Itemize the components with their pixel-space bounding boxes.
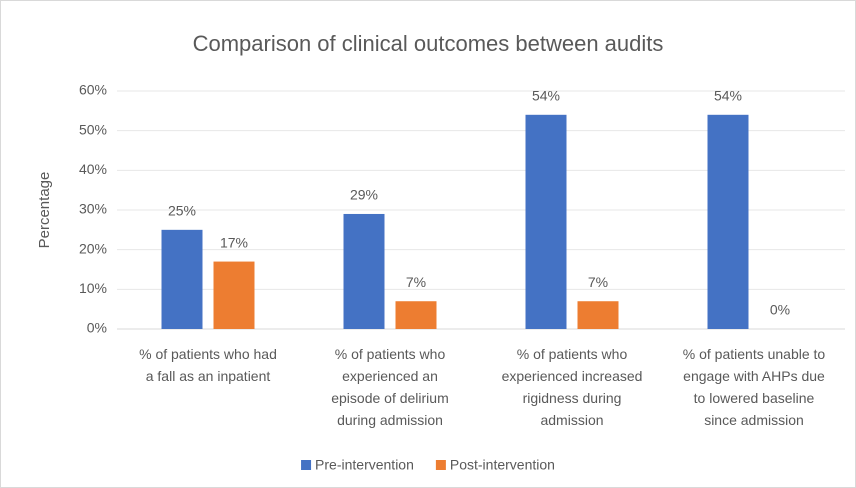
bar	[395, 301, 437, 329]
value-label: 17%	[220, 234, 248, 250]
bar	[525, 114, 567, 329]
bar	[343, 213, 385, 329]
x-tick-label: % of patients who had a fall as an inpati…	[139, 346, 277, 384]
legend-swatch	[435, 460, 446, 470]
y-tick-label: 20%	[79, 240, 107, 256]
chart-title: Comparison of clinical outcomes between …	[193, 31, 664, 56]
y-tick-label: 50%	[79, 121, 107, 137]
y-tick-label: 40%	[79, 161, 107, 177]
bar	[161, 229, 203, 329]
y-tick-label: 10%	[79, 280, 107, 296]
y-tick-label: 60%	[79, 82, 107, 98]
value-label: 25%	[168, 203, 196, 219]
bar	[213, 261, 255, 329]
bar	[707, 114, 749, 329]
bar	[577, 301, 619, 329]
y-tick-label: 0%	[87, 320, 107, 336]
y-tick-label: 30%	[79, 201, 107, 217]
x-tick-label: % of patients who experienced increased ri…	[502, 346, 643, 428]
value-label: 54%	[714, 88, 742, 104]
legend-label: Pre-intervention	[315, 457, 414, 473]
value-label: 7%	[588, 274, 608, 290]
value-label: 7%	[406, 274, 426, 290]
value-label: 54%	[532, 88, 560, 104]
value-label: 29%	[350, 187, 378, 203]
x-tick-label: % of patients unable to engage with AHPs …	[683, 346, 826, 428]
x-tick-label: % of patients who experienced an episode o…	[331, 346, 449, 428]
value-label: 0%	[770, 302, 790, 318]
legend-label: Post-intervention	[450, 457, 555, 473]
y-axis-label: Percentage	[36, 172, 53, 249]
legend-swatch	[301, 460, 312, 470]
